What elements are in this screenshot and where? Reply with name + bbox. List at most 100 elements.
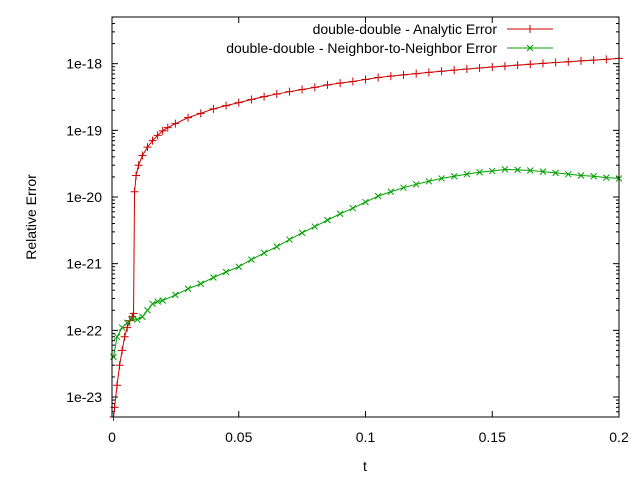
data-point <box>154 298 161 305</box>
data-point <box>148 136 157 145</box>
data-point <box>222 101 231 110</box>
data-point <box>163 123 172 132</box>
data-point <box>260 92 269 101</box>
data-point <box>488 167 496 175</box>
data-point <box>374 192 382 200</box>
data-point <box>462 65 471 74</box>
data-point <box>310 83 319 92</box>
axis-ticks: 0 0.05 0.1 0.15 0.2 1e-23 1e-22 1e-21 1e-20 1e-19… <box>66 16 629 445</box>
data-point <box>514 166 521 174</box>
data-point <box>476 168 483 176</box>
data-point <box>132 171 141 180</box>
data-point <box>143 143 152 152</box>
data-point <box>153 131 162 140</box>
data-point <box>539 168 547 176</box>
data-point <box>123 319 131 327</box>
data-point <box>210 274 217 281</box>
legend-marker-neighbor <box>526 44 534 52</box>
data-point <box>171 119 180 128</box>
data-point <box>412 180 420 188</box>
x-tick-label: 0.15 <box>479 429 506 445</box>
legend-item-neighbor: double-double - Neighbor-to-Neighbor Err… <box>226 40 553 56</box>
data-point <box>386 72 395 81</box>
data-point <box>184 113 193 122</box>
data-point <box>424 68 433 77</box>
x-tick-label: 0.1 <box>356 429 376 445</box>
data-point <box>590 172 598 180</box>
data-point <box>488 63 497 72</box>
data-point <box>134 161 143 170</box>
legend: double-double - Analytic Error double-do… <box>226 21 553 56</box>
data-point <box>437 67 446 76</box>
data-point <box>120 332 129 341</box>
data-point <box>450 172 458 180</box>
data-point <box>551 58 560 67</box>
plot-frame <box>111 16 620 418</box>
series-line <box>113 168 620 357</box>
data-point <box>129 309 138 318</box>
data-point <box>577 172 585 179</box>
data-point <box>362 198 369 206</box>
data-point <box>139 313 146 321</box>
data-point <box>184 285 192 293</box>
data-point <box>123 323 132 332</box>
y-tick-label: 1e-18 <box>66 56 102 72</box>
data-point <box>118 346 127 355</box>
data-point <box>311 223 319 230</box>
y-tick-label: 1e-22 <box>66 322 102 338</box>
data-point <box>602 174 610 182</box>
data-point <box>234 98 243 107</box>
data-point <box>336 210 344 218</box>
data-point <box>298 229 306 237</box>
y-tick-label: 1e-20 <box>66 189 102 205</box>
data-point <box>285 87 294 96</box>
legend-item-analytic: double-double - Analytic Error <box>313 21 553 37</box>
data-point <box>115 361 124 370</box>
data-point <box>235 263 243 271</box>
data-point <box>130 187 139 196</box>
x-tick-label: 0.2 <box>609 429 629 445</box>
y-tick-label: 1e-19 <box>66 122 102 138</box>
data-point <box>513 61 522 70</box>
data-point <box>500 62 509 71</box>
data-point <box>387 188 395 196</box>
y-tick-label: 1e-23 <box>66 389 102 405</box>
series-line <box>113 57 620 418</box>
x-tick-label: 0 <box>108 429 116 445</box>
data-point <box>475 64 484 73</box>
data-point <box>149 300 156 308</box>
data-point <box>128 315 136 322</box>
data-point <box>336 79 345 88</box>
series-0 <box>109 54 623 421</box>
series-1 <box>110 165 623 361</box>
x-axis-label: t <box>363 458 367 474</box>
data-point <box>412 69 421 78</box>
data-point <box>138 151 147 160</box>
data-point <box>374 73 383 82</box>
data-point <box>113 381 122 390</box>
data-point <box>209 104 218 113</box>
data-point <box>247 95 256 104</box>
data-point <box>222 268 230 276</box>
data-point <box>260 249 268 257</box>
data-point <box>286 236 293 243</box>
data-point <box>526 60 535 69</box>
data-point <box>172 291 179 299</box>
data-point <box>113 333 121 341</box>
data-point <box>323 80 332 89</box>
data-point <box>349 204 357 212</box>
data-point <box>463 170 471 178</box>
data-point <box>538 59 547 68</box>
data-point <box>298 85 307 94</box>
data-point <box>400 184 407 192</box>
data-point <box>248 256 255 263</box>
data-point <box>564 57 573 66</box>
data-point <box>144 306 151 314</box>
data-point <box>438 175 445 182</box>
legend-label-analytic: double-double - Analytic Error <box>313 21 498 37</box>
data-point <box>159 297 167 304</box>
data-point <box>272 90 281 99</box>
data-point <box>526 167 534 174</box>
y-axis-label: Relative Error <box>23 174 39 260</box>
data-point <box>361 75 370 84</box>
